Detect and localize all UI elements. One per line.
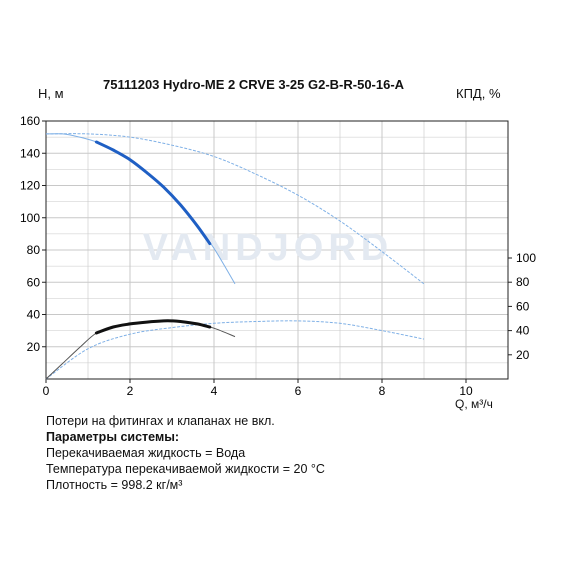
y-tick-label: 20: [27, 340, 41, 354]
y-tick-label: 80: [27, 243, 41, 257]
axes: [42, 120, 512, 383]
x-tick-label: 0: [43, 384, 50, 398]
y-tick-label: 60: [27, 275, 41, 289]
watermark: VANDJORD: [143, 227, 393, 269]
temperature-param: Температура перекачиваемой жидкости = 20…: [46, 462, 325, 476]
x-tick-label: 2: [127, 384, 134, 398]
head-max-curve: [45, 133, 425, 285]
pump-curve-chart: VANDJORD 0 2 4 6 8 10 20 40 60 80 100 120 140 160 20 40…: [20, 77, 536, 411]
params-title: Параметры системы:: [46, 430, 180, 444]
y-tick-label: 100: [20, 211, 40, 225]
x-tick-label: 4: [211, 384, 218, 398]
grid: [46, 121, 508, 379]
system-notes: Потери на фитингах и клапанах не вкл. Па…: [46, 413, 325, 493]
fittings-note: Потери на фитингах и клапанах не вкл.: [46, 414, 275, 428]
y-right-tick-label: 20: [516, 348, 530, 362]
y-axis-label-right: КПД, %: [456, 86, 501, 101]
y-tick-label: 120: [20, 179, 40, 193]
head-curve: [94, 140, 212, 246]
x-tick-label: 8: [379, 384, 386, 398]
y-tick-label: 140: [20, 146, 40, 160]
liquid-param: Перекачиваемая жидкость = Вода: [46, 446, 246, 460]
x-axis-label: Q, м³/ч: [455, 397, 493, 411]
x-tick-label: 10: [459, 384, 473, 398]
efficiency-curve: [94, 319, 212, 335]
y-right-tick-label: 40: [516, 324, 530, 338]
series: [45, 133, 425, 380]
y-tick-label: 160: [20, 114, 40, 128]
tick-labels: 0 2 4 6 8 10 20 40 60 80 100 120 140 160 20 40 60 80 100: [20, 114, 536, 398]
efficiency-max-curve: [45, 320, 425, 380]
y-axis-label-left: H, м: [38, 86, 64, 101]
y-right-tick-label: 100: [516, 251, 536, 265]
chart-title: 75111203 Hydro-ME 2 CRVE 3-25 G2-B-R-50-…: [103, 77, 405, 92]
density-param: Плотность = 998.2 кг/м³: [46, 478, 183, 492]
y-right-tick-label: 80: [516, 275, 530, 289]
efficiency-range-curve: [45, 320, 236, 380]
pump-curve-plot: VANDJORD 0 2 4 6 8 10 20 40 60 80 100 120 140 160 20 40…: [20, 114, 536, 398]
y-right-tick-label: 60: [516, 299, 530, 313]
x-tick-label: 6: [295, 384, 302, 398]
y-tick-label: 40: [27, 308, 41, 322]
